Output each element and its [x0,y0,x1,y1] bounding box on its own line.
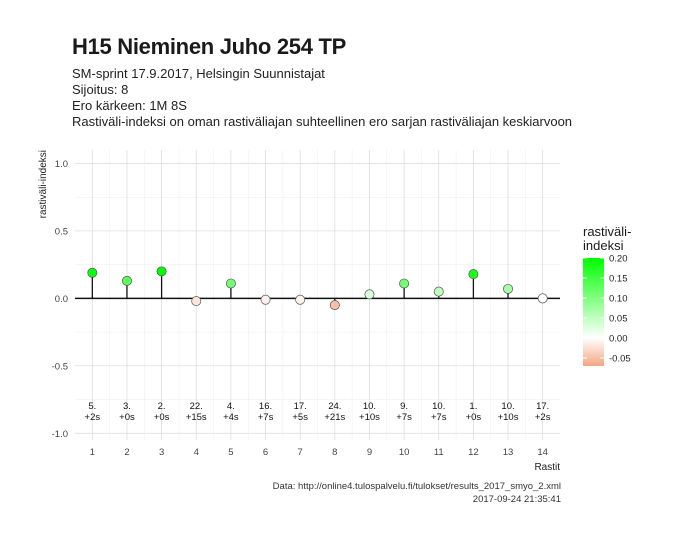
annotation-diff-9: +10s [359,412,380,423]
subtitle-event: SM-sprint 17.9.2017, Helsingin Suunnista… [72,66,325,81]
x-axis-label: Rastit [534,462,560,473]
annotation-rank-7: 17. [294,401,307,412]
axes: -1.0-0.50.00.51.01 2 3 4 5 6 7 8 9 10 11 12 13 14Rast… [38,150,560,473]
annotation-diff-2: +0s [119,412,135,423]
legend-tick-label: 0.15 [609,274,628,285]
x-tick-label: 6 [263,447,268,458]
x-tick-label: 11 [434,447,444,458]
y-tick-label: -0.5 [52,361,68,372]
legend-title: rastiväli-indeksi [583,224,632,253]
x-tick-label: 3 [159,447,164,458]
point-13 [503,283,513,294]
point-11 [433,286,444,297]
annotation-diff-6: +7s [258,412,274,423]
annotation-rank-4: 22. [190,401,203,412]
y-tick-label: -1.0 [52,429,68,440]
point-6 [260,294,271,305]
point-7 [295,294,306,305]
timestamp-caption: 2017-09-24 21:35:41 [472,494,561,505]
x-tick-label: 4 [194,447,199,458]
annotation-diff-13: +10s [498,412,519,423]
x-tick-label: 1 [90,447,95,458]
x-tick-label: 12 [468,447,479,458]
annotation-diff-1: +2s [85,412,101,423]
annotation-rank-14: 17. [536,401,549,412]
point-9 [364,289,375,300]
legend-tick-label: 0.00 [609,334,628,345]
annotation-diff-7: +5s [292,412,308,423]
x-tick-label: 10 [399,447,410,458]
data-marks: 5.+2s3.+0s2.+0s22.+15s4.+4s16.+7s17.+5s2… [75,266,560,423]
annotation-rank-12: 1. [469,401,477,412]
annotation-rank-8: 24. [328,401,341,412]
color-legend: 0.20 0.15 0.10 0.05 0.00 -0.05 [583,254,631,366]
x-tick-label: 2 [124,447,129,458]
x-tick-label: 9 [367,447,372,458]
x-tick-label: 5 [228,447,233,458]
point-5 [225,278,236,289]
legend-tick-label: 0.05 [609,314,628,325]
x-tick-label: 8 [332,447,337,458]
annotation-diff-10: +7s [396,412,412,423]
annotation-rank-9: 10. [363,401,376,412]
annotation-diff-4: +15s [186,412,207,423]
subtitle-gap: Ero kärkeen: 1M 8S [72,98,187,113]
legend-tick-label: -0.05 [609,354,631,365]
annotation-diff-3: +0s [154,412,170,423]
subtitle-placement: Sijoitus: 8 [72,82,129,97]
legend-tick-label: 0.10 [609,294,628,305]
y-axis-label: rastiväli-indeksi [38,150,49,218]
annotation-rank-10: 9. [400,401,408,412]
chart-title: H15 Nieminen Juho 254 TP [72,34,346,59]
annotation-rank-2: 3. [123,401,131,412]
data-source-caption: Data: http://online4.tulospalvelu.fi/tul… [272,481,561,492]
annotation-rank-11: 10. [432,401,445,412]
y-tick-label: 0.0 [55,294,68,305]
point-4 [191,296,202,307]
point-8 [329,300,340,311]
point-3 [156,266,167,277]
point-1 [87,267,98,278]
annotation-diff-8: +21s [324,412,345,423]
annotation-rank-3: 2. [158,401,166,412]
subtitle-description: Rastiväli-indeksi on oman rastiväliajan … [72,114,573,129]
annotation-diff-5: +4s [223,412,239,423]
point-2 [122,275,132,286]
x-tick-label: 13 [503,447,514,458]
x-tick-label: 14 [537,447,548,458]
legend-tick-label: 0.20 [609,254,628,265]
point-12 [468,269,479,280]
annotation-diff-12: +0s [466,412,482,423]
annotation-rank-6: 16. [259,401,272,412]
x-tick-label: 7 [298,447,303,458]
annotation-rank-5: 4. [227,401,235,412]
annotation-diff-14: +2s [535,412,551,423]
grid-lines [75,150,560,440]
point-10 [399,278,410,289]
annotation-rank-13: 10. [501,401,514,412]
annotation-diff-11: +7s [431,412,447,423]
point-14 [537,293,548,304]
annotation-rank-1: 5. [88,401,96,412]
y-tick-label: 0.5 [55,226,68,237]
legend-colorbar [583,258,604,366]
y-tick-label: 1.0 [55,159,68,170]
